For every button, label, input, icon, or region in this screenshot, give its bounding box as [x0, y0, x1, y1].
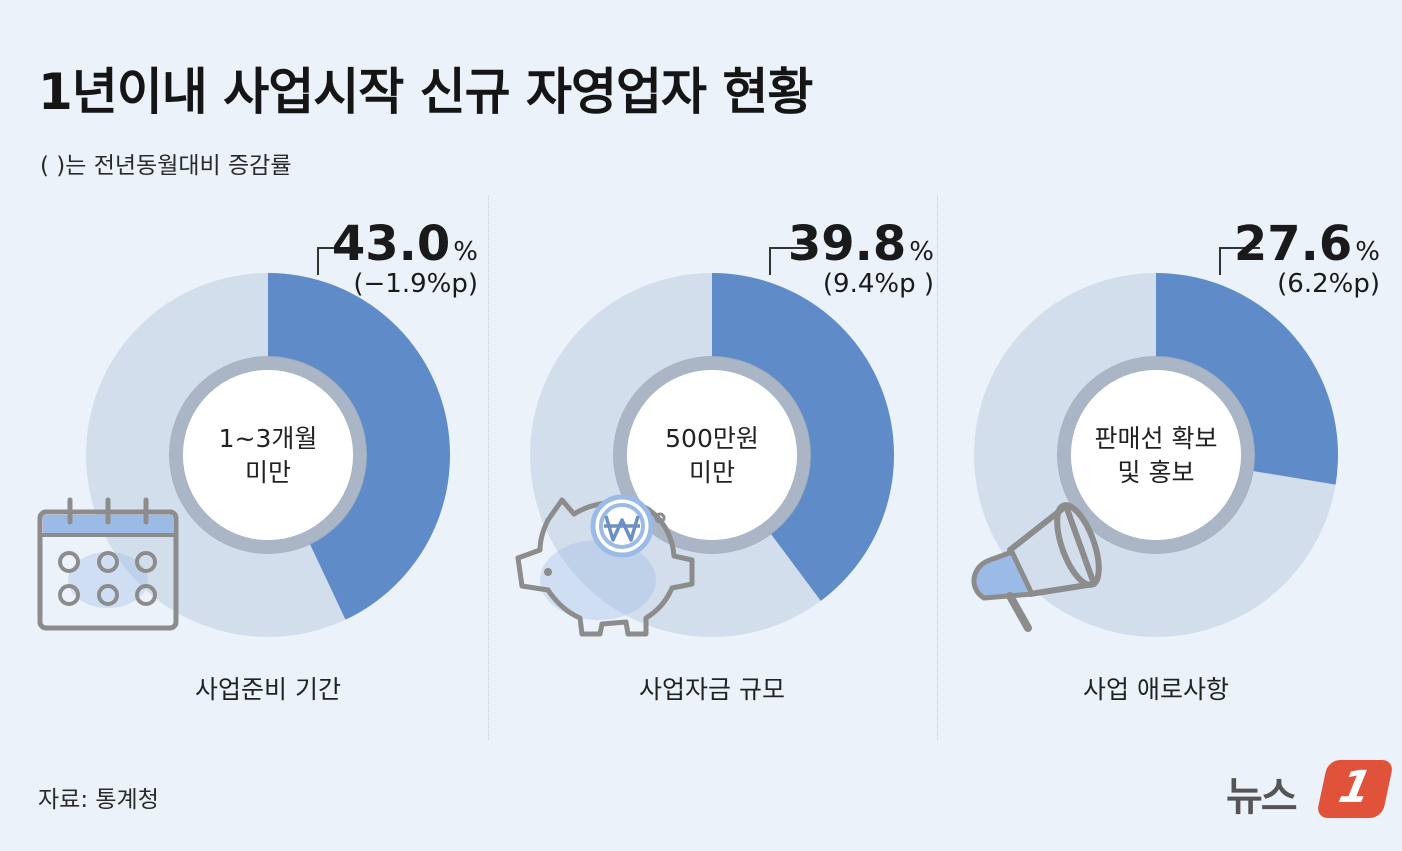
- piggy-highlight: [540, 540, 656, 620]
- value-label: 27.6%: [1234, 216, 1380, 272]
- change-label: (9.4%p ): [823, 269, 934, 299]
- calendar-dot-5: [97, 584, 119, 606]
- donut-slice: [1156, 273, 1338, 485]
- megaphone-bell: [1054, 502, 1102, 588]
- source-note: 자료: 통계청: [38, 787, 159, 813]
- megaphone-icon: [971, 502, 1102, 632]
- value-label: 39.8%: [788, 216, 934, 272]
- center-label-line2: 미만: [245, 458, 291, 487]
- calendar-dot-3: [135, 551, 157, 573]
- calendar-icon: [37, 497, 179, 631]
- donut-inner-ring: [1057, 356, 1255, 554]
- column-divider-2: [937, 195, 938, 740]
- page-subtitle: ( )는 전년동월대비 증감률: [40, 153, 292, 179]
- piggy-tail: [654, 512, 666, 524]
- donut-inner-ring: [613, 356, 811, 554]
- donut-inner-ring: [169, 356, 367, 554]
- value-number: 39.8: [788, 216, 906, 272]
- callout-line: [317, 247, 358, 275]
- column-divider-1: [488, 195, 489, 740]
- category-label: 사업자금 규모: [639, 675, 785, 704]
- callout-line: [1219, 247, 1260, 275]
- center-label-line2: 미만: [689, 458, 735, 487]
- calendar-highlight: [68, 552, 148, 608]
- calendar-dot-6: [135, 584, 157, 606]
- piggy-nostril: [544, 568, 552, 576]
- center-label-line1: 판매선 확보: [1095, 424, 1218, 453]
- value-number: 43.0: [332, 216, 450, 272]
- logo-badge-number: 1: [1334, 762, 1377, 813]
- megaphone-mouth: [971, 549, 1035, 601]
- megaphone-handle: [1006, 592, 1032, 632]
- value-unit: %: [1355, 237, 1380, 267]
- category-label: 사업 애로사항: [1083, 675, 1229, 704]
- won-coin-inner: [599, 503, 645, 549]
- value-label: 43.0%: [332, 216, 478, 272]
- callout-line: [769, 247, 810, 275]
- value-unit: %: [453, 237, 478, 267]
- value-number: 27.6: [1234, 216, 1352, 272]
- won-sign-icon: [604, 515, 640, 542]
- value-unit: %: [909, 237, 934, 267]
- calendar-dot-2: [97, 551, 119, 573]
- calendar-dot-4: [58, 584, 80, 606]
- change-label: (−1.9%p): [353, 269, 478, 299]
- center-label-line1: 1~3개월: [219, 424, 318, 453]
- logo-text: 뉴스: [1226, 774, 1298, 820]
- donut-slice: [712, 273, 895, 601]
- piggy-bank-icon: [515, 494, 695, 637]
- donut-center: [627, 370, 797, 540]
- donut-center: [1071, 370, 1241, 540]
- chart-3: 판매선 확보및 홍보 27.6 %(6.2%p) 사업 애로사항: [971, 216, 1380, 704]
- donut-center: [183, 370, 353, 540]
- center-label-line2: 및 홍보: [1118, 458, 1195, 487]
- news1-logo: 뉴스 1: [1226, 760, 1395, 820]
- category-label: 사업준비 기간: [195, 675, 341, 704]
- logo-badge: 1: [1315, 760, 1395, 818]
- page-title: 1년이내 사업시작 신규 자영업자 현황: [38, 63, 813, 121]
- donut-slice: [268, 273, 451, 620]
- calendar-dot-1: [58, 551, 80, 573]
- change-label: (6.2%p): [1277, 269, 1380, 299]
- center-label-line1: 500만원: [665, 424, 759, 453]
